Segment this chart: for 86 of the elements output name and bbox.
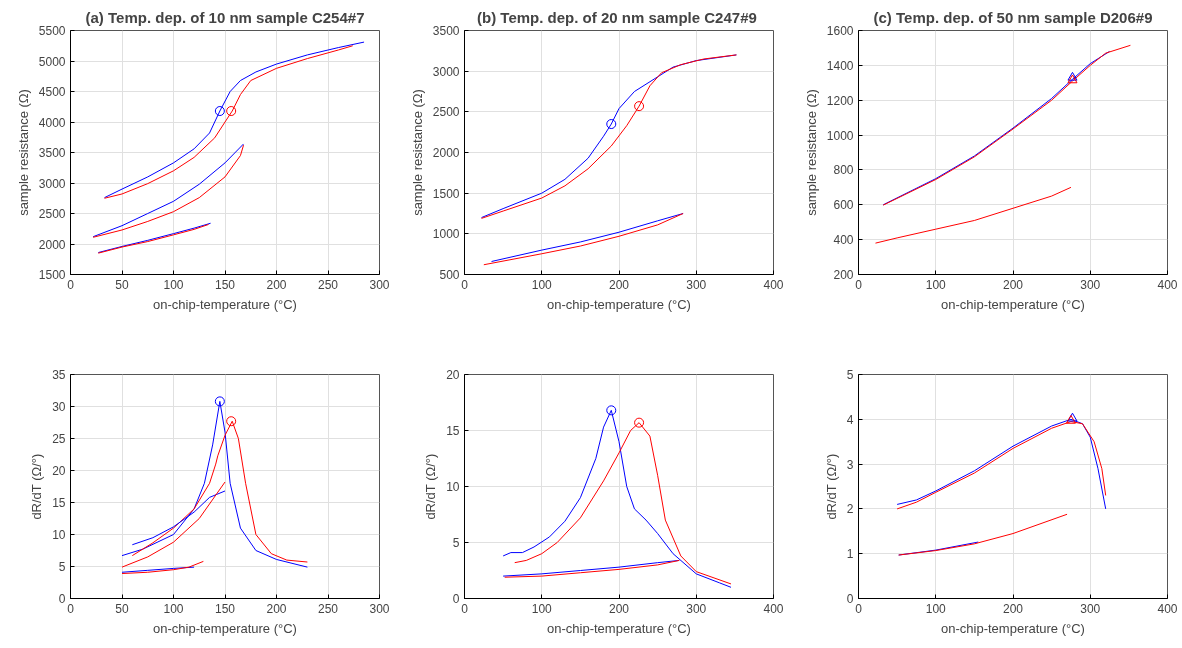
x-tick-label: 150 [214,277,236,292]
x-tick-label: 400 [1157,601,1178,616]
y-tick-label: 1200 [826,93,854,108]
y-tick-label: 1600 [826,24,854,38]
x-tick-label: 50 [115,601,129,616]
y-tick-label: 35 [52,368,66,382]
y-tick-label: 400 [833,233,854,248]
x-tick-label: 300 [369,277,390,292]
x-tick-label: 400 [763,277,784,292]
y-tick-label: 4 [846,412,854,427]
x-tick-label: 100 [925,277,947,292]
y-tick-label: 20 [446,368,460,382]
y-tick-label: 5000 [38,54,66,69]
x-tick-label: 100 [531,601,553,616]
x-tick-label: 300 [1080,277,1101,292]
y-tick-label: 1 [846,547,854,562]
y-tick-label: 3500 [432,24,460,38]
y-tick-label: 2000 [38,237,66,252]
y-tick-label: 4500 [38,85,66,99]
x-tick-label: 300 [1080,601,1101,616]
y-tick-label: 5500 [38,24,66,38]
x-tick-label: 200 [1002,601,1024,616]
y-tick-label: 3000 [432,64,460,79]
x-tick-label: 300 [686,277,707,292]
x-tick-label: 250 [317,277,339,292]
y-tick-label: 1400 [826,58,854,73]
y-tick-label: 2500 [38,207,66,221]
x-tick-label: 200 [608,601,630,616]
x-axis-title: on-chip-temperature (°C) [547,296,691,312]
y-tick-label: 3 [846,457,854,472]
x-tick-label: 50 [115,277,129,292]
y-tick-label: 2000 [432,146,460,160]
y-axis-title: dR/dT (Ω/°) [423,453,439,520]
y-axis-title: sample resistance (Ω) [803,89,819,216]
x-tick-label: 400 [763,601,784,616]
x-axis-title: on-chip-temperature (°C) [153,620,297,636]
x-tick-label: 200 [608,277,630,292]
chart-title: (a) Temp. dep. of 10 nm sample C254#7 [85,8,365,26]
y-axis-title: sample resistance (Ω) [15,89,31,216]
x-axis-title: on-chip-temperature (°C) [941,620,1085,636]
y-tick-label: 20 [52,464,66,478]
y-tick-label: 4000 [38,115,66,130]
x-tick-label: 200 [266,601,287,616]
y-tick-label: 1500 [432,186,460,201]
y-tick-label: 500 [439,268,460,282]
x-axis-title: on-chip-temperature (°C) [941,296,1085,312]
x-tick-label: 100 [163,601,184,616]
x-tick-label: 100 [925,601,947,616]
y-axis-title: sample resistance (Ω) [409,89,425,216]
y-tick-label: 3000 [38,176,66,191]
y-tick-label: 5 [452,536,460,550]
y-tick-label: 3500 [38,146,66,160]
y-tick-label: 30 [52,400,66,414]
chart-title: (c) Temp. dep. of 50 nm sample D206#9 [873,8,1153,26]
x-tick-label: 200 [266,277,287,292]
x-axis-title: on-chip-temperature (°C) [547,620,691,636]
y-axis-title: dR/dT (Ω/°) [29,453,45,520]
y-tick-label: 5 [58,560,66,574]
y-tick-label: 0 [846,592,854,606]
y-tick-label: 2 [846,502,854,517]
y-tick-label: 0 [452,592,460,606]
y-tick-label: 5 [846,368,854,382]
y-tick-label: 1000 [432,227,460,242]
chart-title: (b) Temp. dep. of 20 nm sample C247#9 [477,8,757,26]
x-tick-label: 400 [1157,277,1178,292]
x-tick-label: 100 [531,277,553,292]
y-tick-label: 1500 [38,268,66,282]
y-tick-label: 200 [833,268,854,282]
y-tick-label: 600 [833,198,854,213]
x-tick-label: 150 [214,601,236,616]
x-tick-label: 300 [369,601,390,616]
y-tick-label: 800 [833,163,854,178]
y-tick-label: 15 [446,424,460,438]
x-tick-label: 200 [1002,277,1024,292]
y-tick-label: 25 [52,432,66,446]
x-axis-title: on-chip-temperature (°C) [153,296,297,312]
x-tick-label: 250 [317,601,339,616]
x-tick-label: 300 [686,601,707,616]
x-tick-label: 100 [163,277,184,292]
y-axis-title: dR/dT (Ω/°) [823,453,839,520]
y-tick-label: 15 [52,496,66,510]
y-tick-label: 1000 [826,128,854,143]
y-tick-label: 2500 [432,105,460,120]
y-tick-label: 10 [446,480,460,494]
y-tick-label: 10 [52,528,66,542]
y-tick-label: 0 [58,592,66,606]
